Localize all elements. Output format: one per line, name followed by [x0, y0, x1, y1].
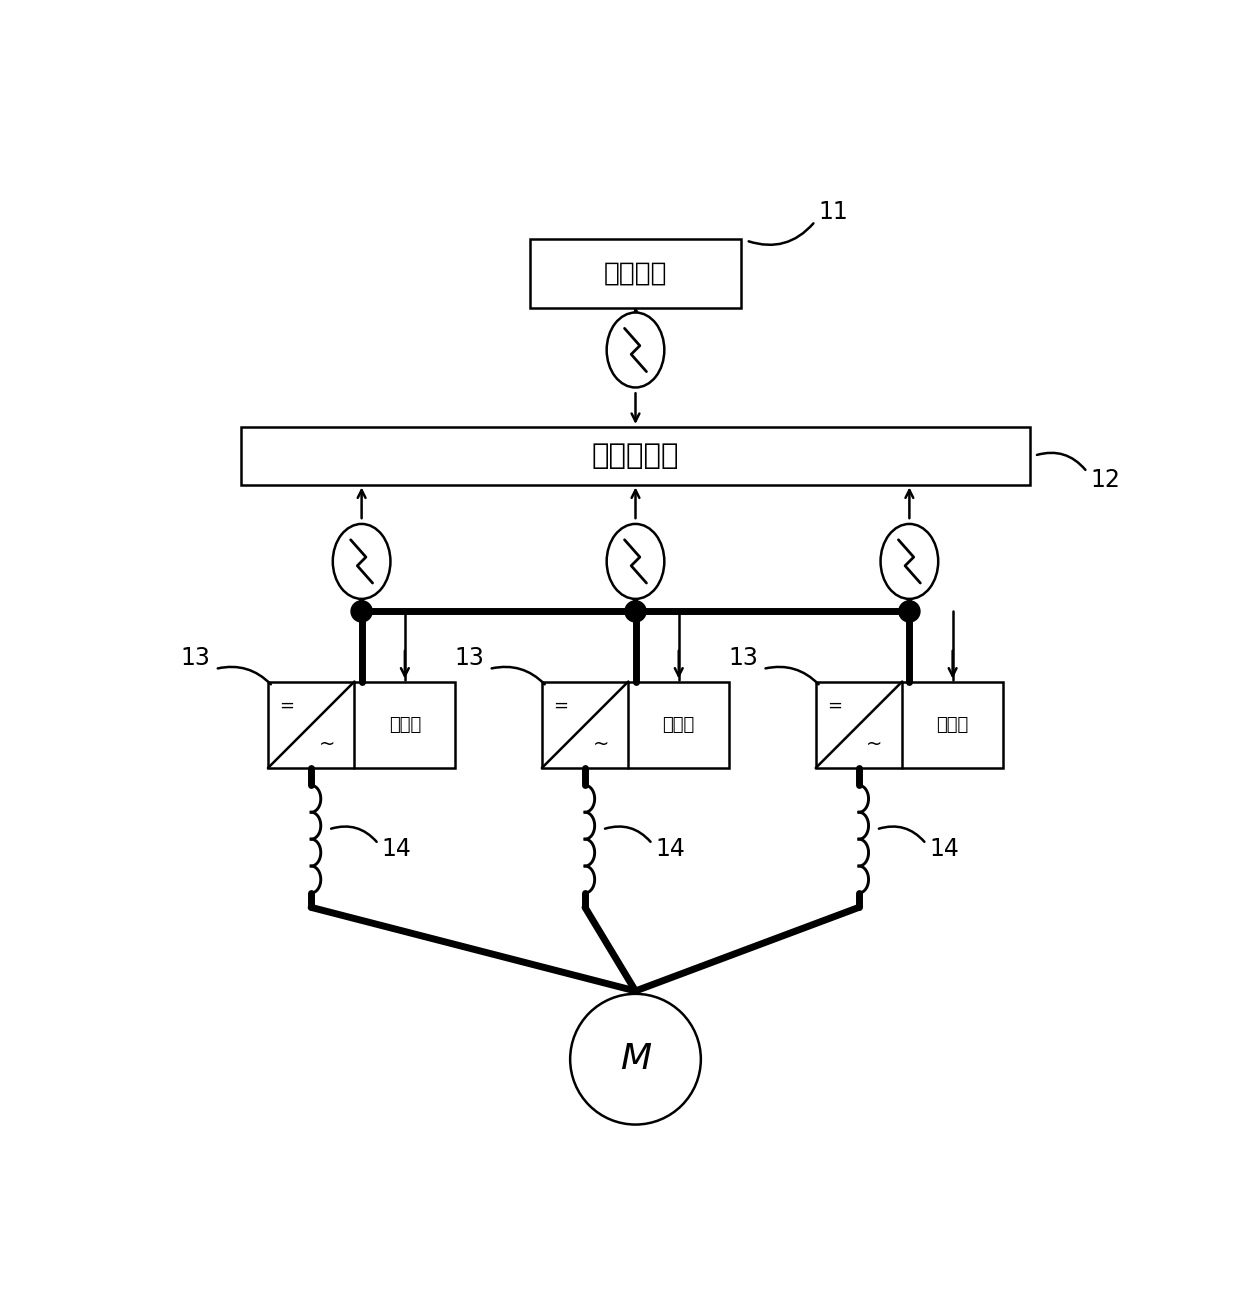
Text: ~: ~ — [593, 734, 609, 754]
Text: 接口板: 接口板 — [662, 716, 694, 734]
Text: ~: ~ — [319, 734, 335, 754]
Text: =: = — [827, 697, 842, 715]
Text: =: = — [279, 697, 294, 715]
Text: 接口板: 接口板 — [936, 716, 968, 734]
Circle shape — [625, 600, 646, 622]
Circle shape — [351, 600, 372, 622]
Circle shape — [570, 993, 701, 1125]
Bar — [816, 681, 1003, 768]
Text: M: M — [620, 1042, 651, 1077]
Ellipse shape — [332, 523, 391, 599]
Bar — [542, 681, 729, 768]
Bar — [268, 681, 455, 768]
Text: 12: 12 — [1090, 467, 1120, 492]
Ellipse shape — [606, 523, 665, 599]
Text: 13: 13 — [454, 646, 484, 669]
Ellipse shape — [606, 312, 665, 388]
Text: 13: 13 — [180, 646, 211, 669]
Text: 11: 11 — [818, 199, 848, 224]
Text: 14: 14 — [655, 837, 684, 861]
Text: ~: ~ — [867, 734, 883, 754]
Text: =: = — [553, 697, 568, 715]
Bar — [529, 238, 742, 307]
Bar — [242, 427, 1029, 484]
Text: 14: 14 — [382, 837, 412, 861]
Text: 并联控制器: 并联控制器 — [591, 441, 680, 470]
Ellipse shape — [880, 523, 939, 599]
Text: 14: 14 — [929, 837, 959, 861]
Text: 13: 13 — [728, 646, 758, 669]
Text: 主控制器: 主控制器 — [604, 260, 667, 286]
Text: 接口板: 接口板 — [388, 716, 422, 734]
Circle shape — [899, 600, 920, 622]
